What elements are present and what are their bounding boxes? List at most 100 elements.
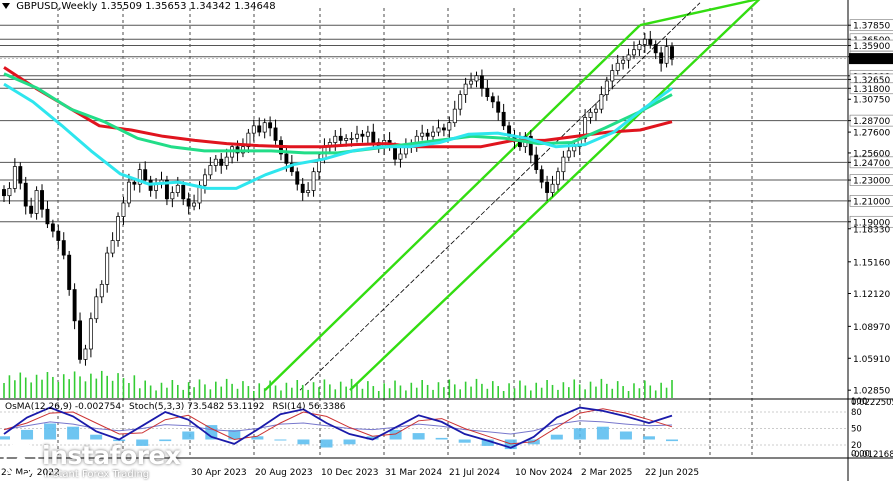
- candle-body: [116, 216, 120, 241]
- candle-body: [588, 111, 593, 118]
- candle-body: [164, 179, 169, 200]
- time-tick-label: 21 Jul 2024: [449, 468, 500, 478]
- price-tick-label: 1.23000: [853, 177, 890, 187]
- candle-body: [170, 192, 175, 200]
- symbol-label: GBPUSD,Weekly: [16, 1, 98, 12]
- candle-body: [208, 165, 213, 176]
- osma-bar: [21, 429, 34, 440]
- price-tick-label: 1.02850: [853, 387, 890, 397]
- candle-body: [213, 158, 218, 166]
- candle-body: [2, 189, 6, 197]
- channel-median-line: [299, 2, 701, 391]
- candle-body: [572, 146, 577, 152]
- price-tick-label: 1.37850: [853, 22, 890, 32]
- osma-bar: [619, 431, 632, 440]
- watermark-brand: instaforex: [42, 441, 181, 470]
- chevron-down-icon[interactable]: [2, 3, 10, 9]
- candle-body: [534, 154, 539, 170]
- ohlc-values: 1.35509 1.35653 1.34342 1.34648: [100, 1, 276, 12]
- candle-body: [371, 131, 376, 143]
- candle-body: [99, 283, 104, 298]
- rsi-label: RSI(14) 56.3386: [272, 402, 346, 412]
- candle-body: [262, 122, 267, 133]
- candle-body: [40, 190, 44, 210]
- candle-body: [626, 54, 631, 61]
- time-tick-label: 10 Nov 2024: [515, 468, 573, 478]
- price-tick-label: 1.31800: [853, 85, 890, 95]
- candle-body: [78, 320, 82, 360]
- osma-bar: [412, 433, 425, 440]
- candle-body: [648, 38, 653, 45]
- candle-body: [273, 127, 278, 141]
- candle-body: [137, 169, 142, 185]
- price-tick-label: 1.30750: [853, 96, 890, 106]
- price-tick-label: 1.08970: [853, 323, 890, 333]
- current-price-box: [849, 53, 893, 65]
- candle-body: [365, 131, 370, 137]
- moving-average-cyan: [3, 82, 673, 190]
- candle-body: [186, 198, 191, 207]
- stoch-main-line: [3, 406, 673, 449]
- osma-bar: [159, 439, 172, 442]
- candle-body: [295, 171, 300, 185]
- time-tick-label: 20 Aug 2023: [255, 468, 313, 478]
- time-tick-label: 10 Dec 2023: [321, 468, 379, 478]
- candle-body: [566, 150, 571, 158]
- instaforex-logo-icon: [3, 442, 39, 478]
- time-tick-label: 22 Jun 2025: [645, 468, 699, 478]
- candle-body: [202, 174, 207, 186]
- osma-bar: [573, 428, 586, 440]
- candle-body: [528, 135, 533, 156]
- candle-body: [338, 135, 343, 141]
- osma-bar: [251, 436, 264, 440]
- osma-bar: [458, 439, 471, 443]
- osma-bar: [182, 431, 195, 440]
- osma-bar: [481, 439, 494, 446]
- osma-bar: [550, 434, 563, 440]
- time-tick-label: 30 Apr 2023: [191, 468, 247, 478]
- candle-body: [425, 132, 430, 137]
- osma-bar: [297, 439, 310, 445]
- candle-body: [355, 133, 359, 139]
- osma-bar: [90, 434, 103, 440]
- candle-body: [88, 318, 93, 350]
- candle-body: [550, 183, 555, 193]
- candle-body: [659, 52, 664, 64]
- candle-body: [224, 156, 229, 166]
- moving-average-green: [3, 72, 673, 155]
- osma-bar: [136, 439, 149, 446]
- candle-body: [83, 348, 88, 360]
- price-tick-label: 1.35900: [853, 42, 890, 52]
- osma-bar: [435, 437, 448, 440]
- osma-bar: [320, 439, 333, 448]
- time-tick-label: 31 Mar 2024: [385, 468, 442, 478]
- indicator-tick-label: 80: [851, 408, 862, 418]
- candle-body: [479, 75, 484, 89]
- indicator-tick-label: -0.012168: [851, 450, 893, 460]
- price-tick-label: 1.32650: [853, 76, 890, 86]
- candle-body: [496, 101, 501, 113]
- indicator-tick-label: 50: [851, 425, 862, 435]
- candle-body: [599, 94, 604, 110]
- osma-bar: [366, 436, 379, 440]
- price-tick-label: 1.05910: [853, 355, 890, 365]
- candle-body: [539, 169, 544, 183]
- osma-bar: [44, 423, 57, 440]
- candle-body: [664, 46, 669, 64]
- candle-body: [61, 240, 66, 256]
- candle-body: [349, 137, 354, 140]
- candle-body: [333, 135, 338, 143]
- candle-body: [501, 111, 506, 127]
- osma-bar: [228, 429, 241, 440]
- rsi-line: [3, 420, 673, 435]
- candle-body: [246, 132, 251, 148]
- candle-body: [311, 171, 316, 191]
- channel-upper-extension: [639, 0, 760, 27]
- candle-body: [45, 208, 50, 225]
- candle-body: [105, 252, 110, 285]
- candle-body: [257, 125, 262, 133]
- candle-body: [463, 83, 468, 95]
- price-tick-label: 1.25600: [853, 149, 890, 159]
